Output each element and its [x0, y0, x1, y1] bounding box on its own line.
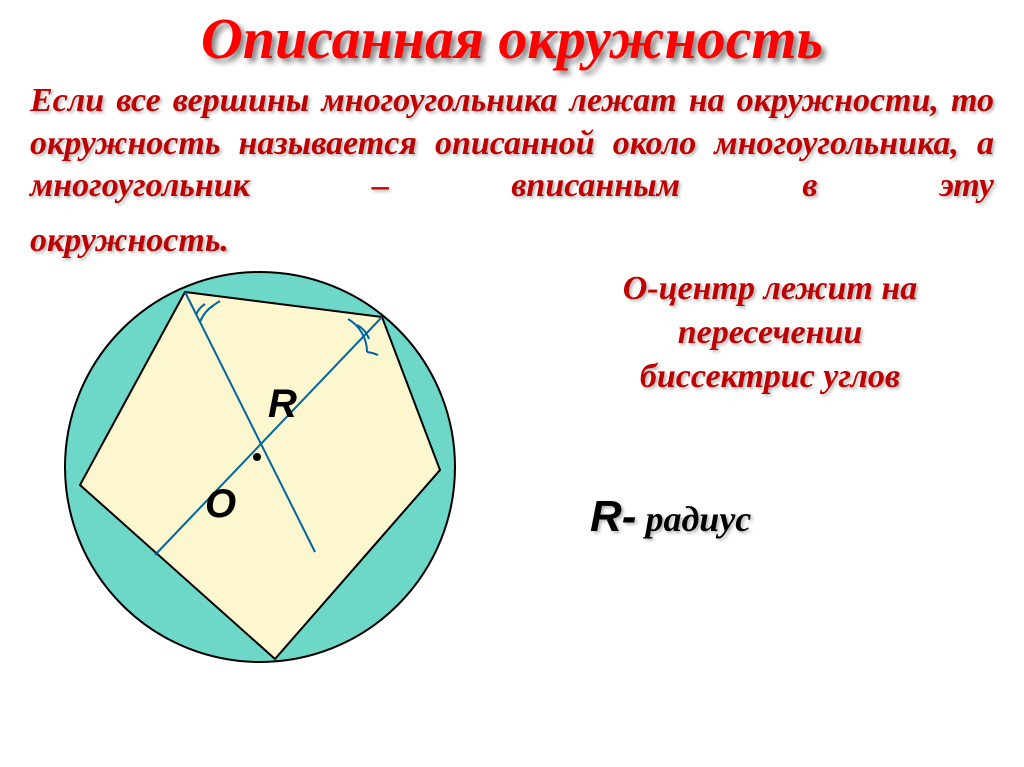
radius-letter: R-: [590, 492, 636, 541]
diagram-label-O: О: [205, 482, 236, 526]
radius-word: радиус: [636, 499, 751, 539]
circumscribed-circle-diagram: RО: [50, 257, 470, 677]
center-note-line2: пересечении: [678, 314, 863, 351]
definition-last-line: окружность.: [30, 220, 994, 263]
center-note-line1: О-центр лежит на: [623, 270, 918, 307]
lower-section: R О О-центр лежит на пересечении биссектр…: [30, 267, 994, 687]
radius-note: R- радиус: [590, 492, 751, 542]
center-note: О-центр лежит на пересечении биссектрис …: [540, 267, 1000, 400]
diagram-label-R: R: [268, 382, 297, 426]
definition-text: Если все вершины многоугольника лежат на…: [30, 80, 994, 208]
page-title: Описанная окружность: [30, 10, 994, 68]
center-note-line3: биссектрис углов: [640, 358, 900, 395]
